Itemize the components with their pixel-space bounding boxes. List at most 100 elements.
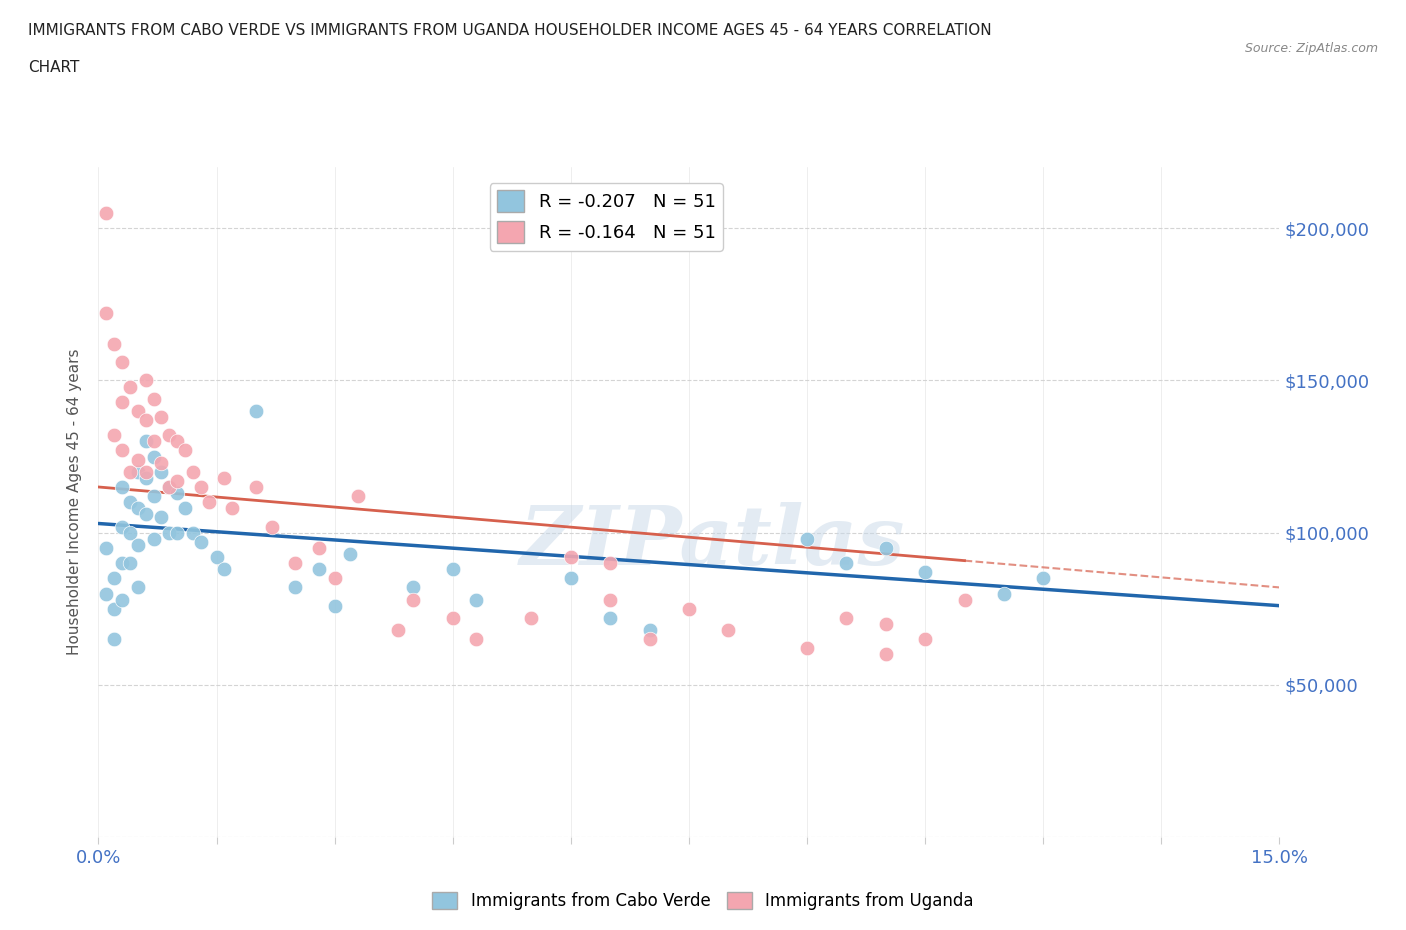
- Point: [127, 538, 149, 552]
- Point: [308, 540, 330, 555]
- Y-axis label: Householder Income Ages 45 - 64 years: Householder Income Ages 45 - 64 years: [67, 349, 83, 656]
- Point: [560, 550, 582, 565]
- Point: [993, 586, 1015, 601]
- Point: [190, 480, 212, 495]
- Point: [135, 471, 157, 485]
- Point: [166, 485, 188, 500]
- Point: [142, 434, 165, 449]
- Point: [221, 501, 243, 516]
- Point: [142, 531, 165, 546]
- Point: [150, 510, 173, 525]
- Point: [245, 480, 267, 495]
- Point: [599, 610, 621, 625]
- Point: [135, 413, 157, 428]
- Point: [96, 206, 118, 220]
- Point: [111, 519, 134, 534]
- Text: IMMIGRANTS FROM CABO VERDE VS IMMIGRANTS FROM UGANDA HOUSEHOLDER INCOME AGES 45 : IMMIGRANTS FROM CABO VERDE VS IMMIGRANTS…: [28, 23, 991, 38]
- Point: [111, 394, 134, 409]
- Point: [560, 571, 582, 586]
- Point: [118, 379, 141, 394]
- Point: [150, 409, 173, 424]
- Legend: Immigrants from Cabo Verde, Immigrants from Uganda: Immigrants from Cabo Verde, Immigrants f…: [426, 885, 980, 917]
- Point: [103, 631, 125, 646]
- Legend: R = -0.207   N = 51, R = -0.164   N = 51: R = -0.207 N = 51, R = -0.164 N = 51: [489, 183, 723, 251]
- Text: Source: ZipAtlas.com: Source: ZipAtlas.com: [1244, 42, 1378, 55]
- Point: [323, 571, 346, 586]
- Point: [1032, 571, 1054, 586]
- Text: CHART: CHART: [28, 60, 80, 75]
- Point: [308, 562, 330, 577]
- Point: [339, 547, 361, 562]
- Point: [111, 354, 134, 369]
- Point: [214, 471, 236, 485]
- Point: [111, 480, 134, 495]
- Text: ZIPatlas: ZIPatlas: [520, 502, 905, 582]
- Point: [174, 100, 197, 114]
- Point: [260, 519, 283, 534]
- Point: [914, 565, 936, 579]
- Point: [103, 602, 125, 617]
- Point: [599, 592, 621, 607]
- Point: [103, 428, 125, 443]
- Point: [111, 555, 134, 570]
- Point: [284, 580, 307, 595]
- Point: [118, 555, 141, 570]
- Point: [875, 617, 897, 631]
- Point: [717, 622, 740, 637]
- Point: [103, 337, 125, 352]
- Point: [347, 488, 370, 503]
- Point: [135, 507, 157, 522]
- Point: [135, 434, 157, 449]
- Point: [835, 555, 858, 570]
- Point: [465, 631, 488, 646]
- Point: [181, 525, 204, 540]
- Point: [214, 562, 236, 577]
- Point: [127, 404, 149, 418]
- Point: [150, 455, 173, 470]
- Point: [127, 580, 149, 595]
- Point: [127, 452, 149, 467]
- Point: [323, 598, 346, 613]
- Point: [118, 464, 141, 479]
- Point: [150, 464, 173, 479]
- Point: [796, 641, 818, 656]
- Point: [599, 555, 621, 570]
- Point: [953, 592, 976, 607]
- Point: [142, 449, 165, 464]
- Point: [678, 602, 700, 617]
- Point: [875, 540, 897, 555]
- Point: [190, 535, 212, 550]
- Point: [465, 592, 488, 607]
- Point: [875, 647, 897, 662]
- Point: [96, 586, 118, 601]
- Point: [914, 631, 936, 646]
- Point: [111, 443, 134, 458]
- Point: [135, 464, 157, 479]
- Point: [118, 495, 141, 510]
- Point: [142, 488, 165, 503]
- Point: [284, 555, 307, 570]
- Point: [118, 525, 141, 540]
- Point: [96, 306, 118, 321]
- Point: [135, 373, 157, 388]
- Point: [142, 392, 165, 406]
- Point: [520, 610, 543, 625]
- Point: [127, 501, 149, 516]
- Point: [402, 592, 425, 607]
- Point: [157, 525, 180, 540]
- Point: [157, 428, 180, 443]
- Point: [166, 434, 188, 449]
- Point: [96, 540, 118, 555]
- Point: [402, 580, 425, 595]
- Point: [441, 610, 464, 625]
- Point: [181, 464, 204, 479]
- Point: [245, 404, 267, 418]
- Point: [174, 501, 197, 516]
- Point: [638, 622, 661, 637]
- Point: [205, 550, 228, 565]
- Point: [166, 525, 188, 540]
- Point: [157, 480, 180, 495]
- Point: [835, 610, 858, 625]
- Point: [166, 473, 188, 488]
- Point: [111, 592, 134, 607]
